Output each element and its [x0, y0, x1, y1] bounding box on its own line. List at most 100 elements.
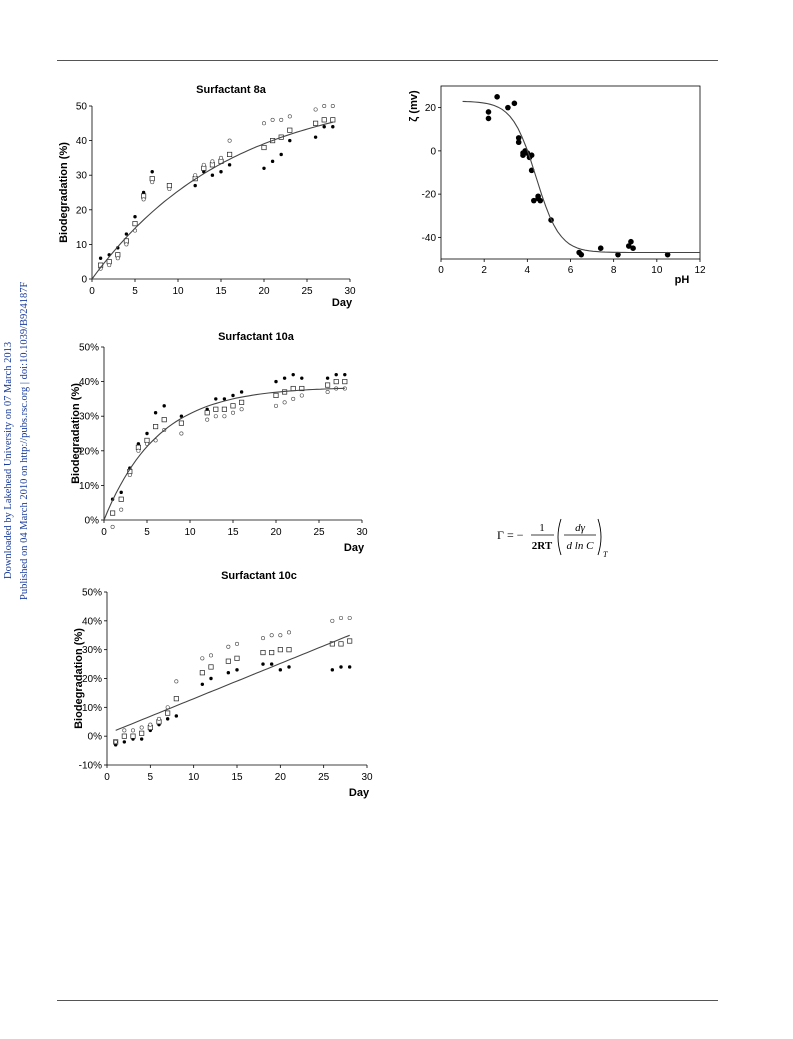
- data-point-open: [261, 121, 266, 126]
- data-point-filled: [339, 665, 343, 669]
- data-point-filled: [287, 665, 291, 669]
- data-point-filled: [133, 215, 137, 219]
- y-tick-label: 40%: [82, 616, 102, 627]
- data-point-square: [347, 638, 353, 644]
- data-point-filled: [313, 135, 318, 139]
- data-point-open: [286, 630, 291, 635]
- surface-excess-equation: Γ = − 1 2RT dγ d ln C T: [497, 517, 637, 561]
- x-tick-label: 15: [227, 527, 239, 538]
- y-tick-label: 40: [76, 136, 88, 147]
- data-point-square: [153, 424, 159, 430]
- data-point-filled: [162, 404, 166, 408]
- y-tick-label: 10: [76, 240, 88, 251]
- data-point-open: [167, 187, 172, 192]
- data-point-open: [115, 256, 120, 261]
- data-point-filled: [210, 173, 215, 177]
- data-point-open: [127, 473, 132, 478]
- y-tick-label: 10%: [82, 703, 102, 714]
- data-point-square: [287, 127, 293, 133]
- x-tick-label: 25: [318, 772, 330, 783]
- data-point-filled: [214, 397, 218, 401]
- x-tick-label: 0: [89, 286, 95, 297]
- data-point-filled: [278, 668, 283, 672]
- x-tick-label: 5: [132, 286, 138, 297]
- data-point-filled: [505, 104, 511, 111]
- data-point-filled: [300, 376, 304, 380]
- y-tick-label: 0: [81, 275, 87, 286]
- fit-curve: [115, 634, 350, 731]
- y-axis-label: ζ (mv): [408, 90, 420, 122]
- data-point-filled: [535, 193, 541, 200]
- equation-lhs: Γ = −: [497, 528, 524, 542]
- data-point-filled: [222, 397, 227, 401]
- data-point-open: [325, 389, 330, 394]
- data-point-filled: [119, 490, 123, 495]
- data-point-filled: [597, 245, 604, 251]
- data-point-filled: [139, 737, 144, 741]
- x-tick-label: 25: [301, 286, 313, 297]
- x-tick-label: 30: [356, 527, 368, 538]
- data-point-open: [219, 155, 224, 160]
- data-point-square: [261, 144, 267, 151]
- equation-derivative-top: dγ: [575, 522, 586, 534]
- data-point-square: [342, 379, 348, 385]
- y-axis-label: Biodegradation (%): [58, 142, 70, 243]
- y-tick-label: 50: [76, 102, 88, 113]
- data-point-open: [269, 633, 274, 638]
- data-point-open: [287, 114, 292, 119]
- x-tick-label: 20: [270, 527, 282, 538]
- data-point-open: [157, 716, 162, 721]
- fit-curve: [91, 121, 333, 280]
- data-point-open: [210, 159, 215, 164]
- data-point-filled: [205, 407, 209, 411]
- data-point-filled: [628, 238, 634, 245]
- data-point-filled: [615, 251, 621, 258]
- data-point-filled: [282, 376, 287, 380]
- x-tick-label: 25: [313, 527, 325, 538]
- x-tick-label: 10: [184, 527, 196, 538]
- data-point-filled: [625, 243, 632, 249]
- data-point-filled: [322, 125, 326, 129]
- chart-title: Surfactant 10c: [221, 570, 297, 582]
- data-point-open: [145, 441, 150, 446]
- data-point-open: [279, 117, 284, 122]
- data-point-open: [107, 263, 112, 268]
- y-axis-label: Biodegradation (%): [73, 628, 85, 729]
- data-point-open: [313, 107, 318, 112]
- data-point-open: [235, 641, 240, 646]
- data-point-filled: [279, 152, 283, 157]
- data-point-open: [270, 117, 275, 122]
- data-point-open: [124, 242, 129, 247]
- y-tick-label: 0%: [85, 516, 100, 527]
- x-tick-label: 0: [101, 527, 107, 538]
- x-tick-label: 4: [525, 265, 531, 276]
- data-point-square: [178, 420, 184, 426]
- data-point-square: [239, 399, 245, 405]
- data-point-filled: [537, 197, 544, 204]
- data-point-filled: [261, 662, 265, 666]
- data-point-square: [221, 406, 227, 412]
- plot-frame: [440, 85, 701, 260]
- data-point-filled: [274, 379, 278, 384]
- data-point-filled: [174, 714, 179, 718]
- data-point-filled: [124, 232, 129, 236]
- data-point-open: [113, 739, 118, 744]
- data-point-open: [226, 644, 231, 649]
- data-point-filled: [136, 442, 141, 446]
- data-point-filled: [165, 717, 170, 721]
- data-point-filled: [231, 393, 235, 398]
- data-point-open: [282, 400, 287, 405]
- y-tick-label: 40%: [79, 377, 99, 388]
- data-point-open: [231, 410, 236, 415]
- data-point-filled: [270, 159, 275, 164]
- data-point-open: [347, 615, 352, 620]
- x-tick-label: 15: [231, 772, 243, 783]
- data-point-square: [130, 733, 136, 739]
- data-point-open: [131, 728, 136, 733]
- data-point-square: [227, 151, 233, 157]
- equation-denominator: 2RT: [532, 540, 553, 552]
- data-point-square: [277, 647, 283, 653]
